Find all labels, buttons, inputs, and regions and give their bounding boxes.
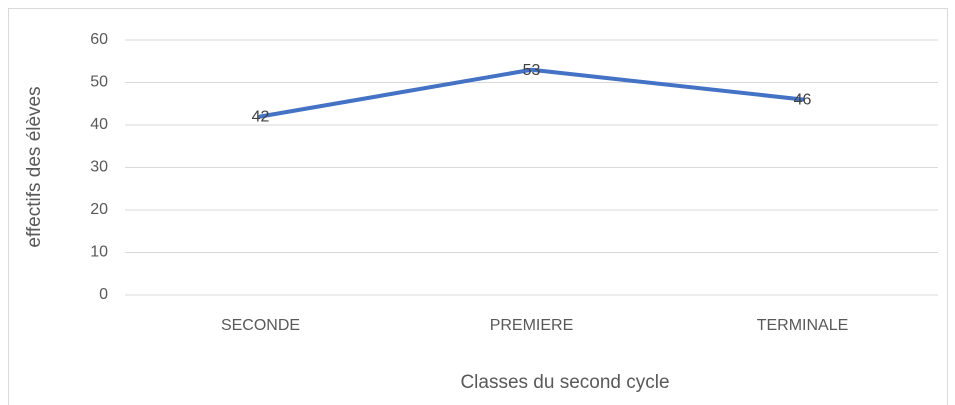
x-tick-label: SECONDE: [221, 317, 300, 334]
x-tick-label: PREMIERE: [490, 317, 574, 334]
y-tick-label: 10: [90, 244, 108, 261]
y-tick-label: 50: [90, 74, 108, 91]
y-axis-label: effectifs des élèves: [24, 86, 45, 247]
data-label: 53: [523, 62, 541, 79]
data-line: [258, 67, 805, 119]
y-tick-label: 60: [90, 31, 108, 48]
chart-frame: [8, 8, 948, 405]
y-tick-label: 20: [90, 201, 108, 218]
y-tick-label: 40: [90, 116, 108, 133]
x-axis-label: Classes du second cycle: [460, 372, 669, 393]
x-tick-label: TERMINALE: [757, 317, 849, 334]
data-label: 42: [252, 109, 270, 126]
data-label: 46: [794, 92, 812, 109]
y-tick-label: 30: [90, 159, 108, 176]
y-tick-label: 0: [99, 286, 108, 303]
